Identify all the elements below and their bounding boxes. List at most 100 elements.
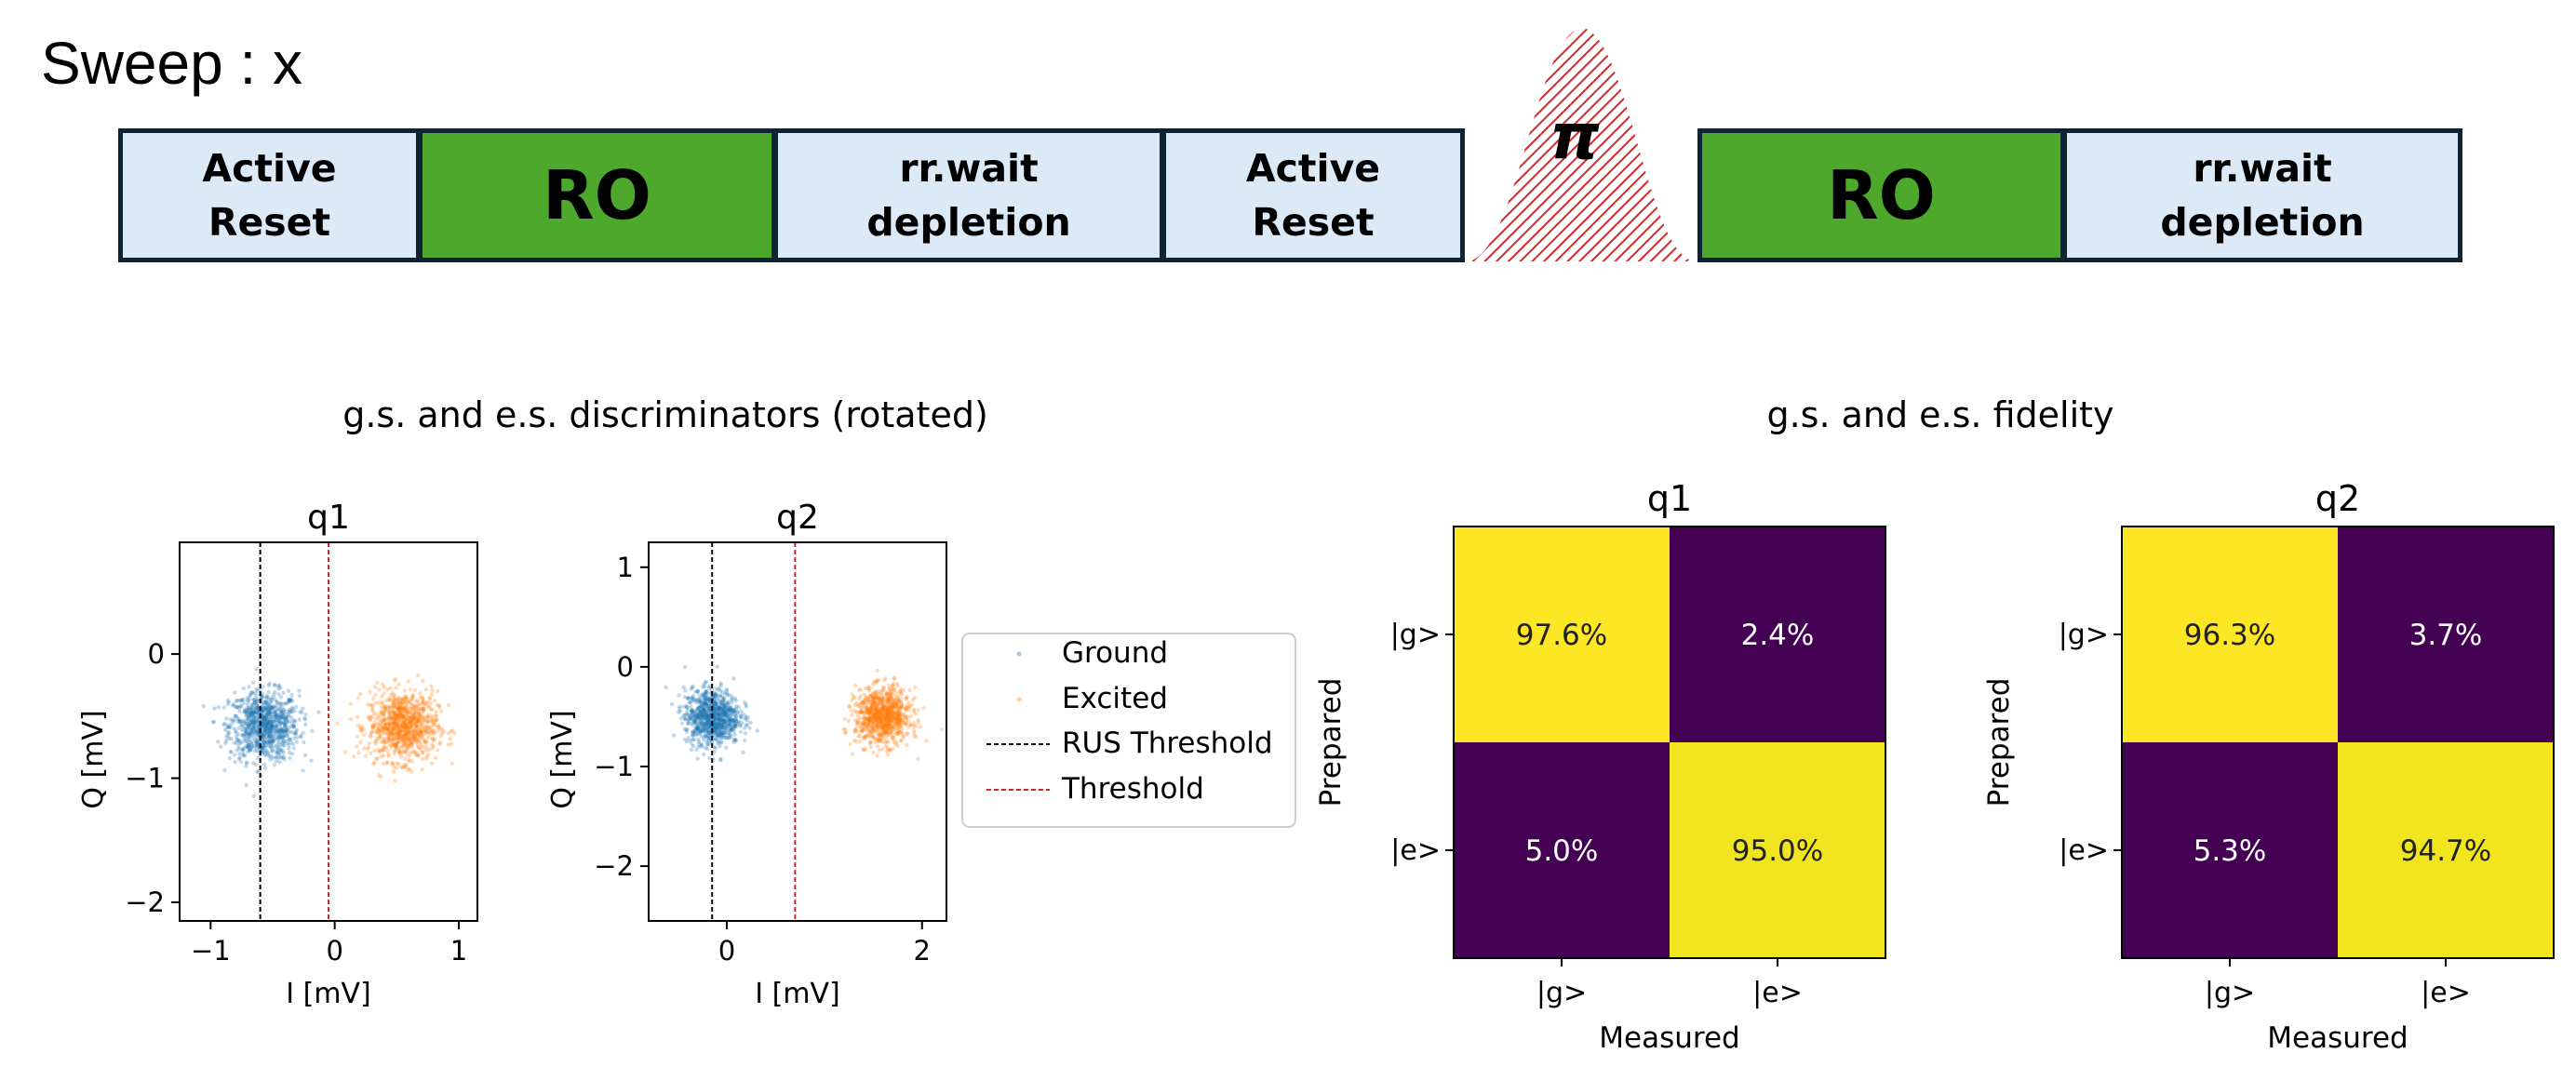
excited-point (433, 723, 437, 727)
ground-point (288, 709, 292, 713)
ground-point (705, 713, 711, 717)
ground-point (262, 729, 267, 734)
excited-point (413, 707, 418, 712)
excited-point (394, 717, 398, 722)
excited-point (892, 700, 898, 704)
excited-point (881, 727, 886, 732)
ground-point (299, 733, 303, 739)
excited-point (391, 726, 396, 731)
excited-point (412, 713, 417, 717)
ground-point (246, 745, 250, 750)
ground-point (690, 685, 694, 690)
excited-point (875, 714, 879, 720)
excited-point (863, 721, 867, 727)
plot-frame (648, 541, 947, 922)
x-tick-label: |e> (1752, 977, 1803, 1009)
ground-point (729, 710, 733, 715)
ground-point (281, 751, 286, 755)
excited-point (852, 709, 857, 713)
cell-value: 96.3% (2184, 619, 2275, 652)
excited-point (884, 704, 889, 710)
ground-point (682, 727, 687, 731)
excited-point (880, 709, 886, 713)
excited-point (396, 716, 402, 722)
ground-point (273, 723, 278, 727)
ground-point (689, 704, 693, 709)
excited-point (356, 723, 361, 727)
excited-point (386, 704, 391, 709)
ground-point (255, 733, 260, 738)
block-label: Active Reset (1245, 146, 1381, 245)
ground-point (248, 693, 252, 699)
ground-point (278, 716, 283, 721)
excited-point (888, 692, 892, 697)
excited-point (860, 727, 865, 732)
excited-point (895, 697, 900, 701)
excited-point (405, 725, 409, 729)
excited-point (394, 697, 399, 702)
ground-point (258, 724, 262, 729)
excited-point (890, 713, 894, 718)
ground-point (728, 722, 733, 727)
ground-point (276, 718, 281, 724)
excited-point (430, 707, 435, 712)
excited-point (865, 695, 869, 700)
ground-point (728, 713, 732, 718)
excited-point (448, 736, 452, 741)
excited-point (430, 746, 435, 751)
ground-point (699, 716, 704, 722)
excited-point (891, 703, 895, 709)
excited-point (405, 721, 409, 726)
ground-point (712, 713, 717, 719)
ground-point (274, 731, 278, 736)
excited-point (879, 708, 885, 713)
excited-point (383, 722, 388, 727)
x-tick-label: |g> (1536, 977, 1587, 1009)
ground-point (699, 709, 704, 714)
ground-point (274, 717, 278, 723)
excited-point (400, 720, 405, 725)
excited-point (395, 715, 399, 720)
ground-point (712, 711, 717, 715)
ground-point (686, 713, 691, 717)
excited-point (889, 687, 893, 691)
ground-point (713, 725, 718, 729)
ground-point (725, 702, 730, 707)
excited-point (872, 713, 877, 719)
excited-point (401, 713, 406, 718)
excited-point (861, 727, 865, 732)
ground-point (742, 726, 747, 730)
ground-point (252, 700, 258, 705)
ground-point (261, 745, 265, 750)
excited-point (879, 727, 884, 731)
excited-point (881, 728, 886, 733)
excited-point (867, 711, 873, 716)
excited-point (437, 741, 443, 747)
scatter-points (664, 664, 944, 763)
excited-point (879, 698, 885, 702)
excited-point (394, 744, 399, 749)
excited-point (871, 682, 876, 687)
ground-point (714, 731, 718, 737)
excited-point (872, 717, 878, 723)
ground-point (726, 730, 731, 736)
excited-point (423, 739, 427, 744)
excited-point (867, 718, 872, 723)
ground-point (283, 726, 288, 730)
ground-point (285, 727, 289, 733)
excited-point (409, 769, 414, 774)
excited-point (872, 728, 877, 733)
ground-point (268, 727, 273, 731)
ground-point (704, 703, 709, 708)
ground-point (707, 697, 712, 701)
excited-point (865, 726, 869, 730)
ground-point (284, 715, 288, 720)
ground-point (263, 727, 268, 732)
ground-point (262, 706, 266, 711)
ground-point (704, 690, 708, 696)
ground-point (237, 739, 242, 744)
ground-point (718, 730, 723, 735)
ground-point (241, 686, 246, 691)
excited-point (411, 732, 417, 737)
excited-point (392, 733, 396, 738)
